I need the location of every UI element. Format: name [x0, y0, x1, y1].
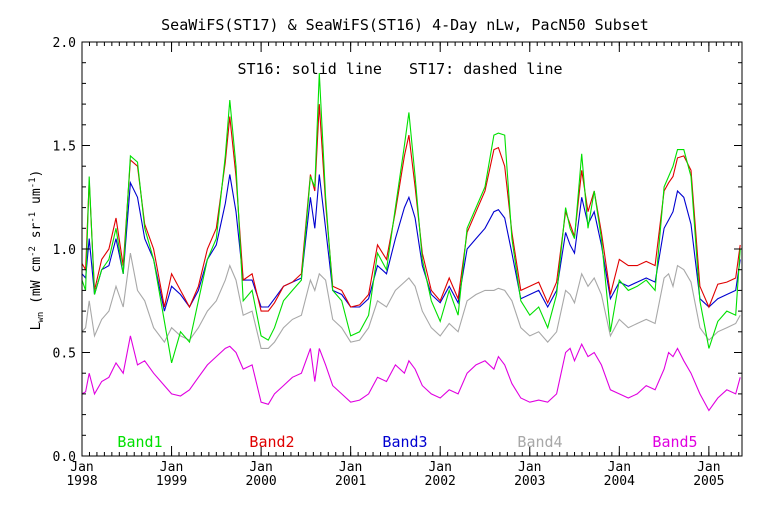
x-tick-month: Jan [518, 460, 541, 475]
x-tick-month: Jan [428, 460, 451, 475]
x-tick-month: Jan [160, 460, 183, 475]
y-tick-label: 2.0 [53, 36, 76, 51]
x-tick-month: Jan [697, 460, 720, 475]
series-line-band4 [82, 253, 740, 348]
y-tick-label: 1.5 [53, 140, 76, 155]
legend-entry-band4: Band4 [517, 433, 562, 451]
x-tick-year: 2000 [245, 474, 276, 489]
x-tick-month: Jan [339, 460, 362, 475]
x-tick-year: 2004 [604, 474, 635, 489]
series-line-band1 [82, 73, 740, 363]
x-tick-month: Jan [70, 460, 93, 475]
x-tick-year: 1998 [66, 474, 97, 489]
plot-frame [82, 42, 742, 456]
x-tick-year: 2002 [425, 474, 456, 489]
x-tick-month: Jan [249, 460, 272, 475]
x-tick-year: 1999 [156, 474, 187, 489]
x-tick-year: 2005 [693, 474, 724, 489]
y-tick-label: 1.0 [53, 243, 76, 258]
legend-entry-band2: Band2 [249, 433, 294, 451]
legend-entry-band3: Band3 [382, 433, 427, 451]
x-tick-year: 2003 [514, 474, 545, 489]
series-line-band5 [82, 336, 740, 411]
legend-entry-band1: Band1 [117, 433, 162, 451]
x-tick-year: 2001 [335, 474, 366, 489]
x-tick-month: Jan [608, 460, 631, 475]
legend-entry-band5: Band5 [652, 433, 697, 451]
y-axis-label: Lwn (mW cm-2 sr-1 um-1) [28, 170, 46, 331]
line-style-note: ST16: solid line ST17: dashed line [237, 60, 562, 78]
chart-title: SeaWiFS(ST17) & SeaWiFS(ST16) 4-Day nLw,… [161, 16, 649, 34]
y-tick-label: 0.5 [53, 347, 76, 362]
